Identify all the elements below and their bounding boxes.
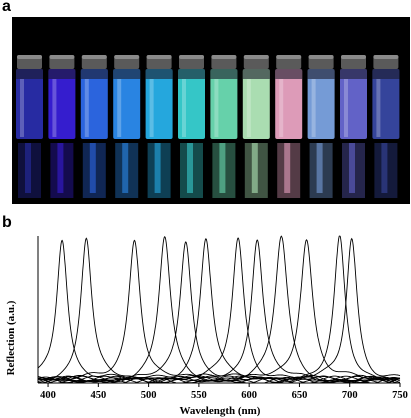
series-line-peak-486 bbox=[37, 239, 401, 384]
vial bbox=[307, 55, 335, 198]
vial bbox=[340, 55, 367, 198]
vial bbox=[48, 55, 76, 198]
vial bbox=[145, 55, 173, 198]
vials-photograph bbox=[12, 17, 410, 204]
x-tick-label: 750 bbox=[392, 390, 408, 401]
vial bbox=[210, 55, 238, 198]
x-tick-label: 650 bbox=[292, 390, 308, 401]
x-tick-label: 500 bbox=[141, 390, 157, 401]
reflection-spectrum-chart: 400 450 500 550 600 650 700 750 Reflection (a.u… bbox=[5, 235, 408, 417]
x-tick-label: 700 bbox=[342, 390, 358, 401]
y-axis-label: Reflection (a.u.) bbox=[5, 300, 17, 375]
series-line-peak-632 bbox=[37, 235, 401, 384]
x-tick-label: 400 bbox=[40, 390, 56, 401]
vial bbox=[275, 55, 303, 198]
panel-b-label: b bbox=[2, 214, 12, 231]
series-line-peak-516 bbox=[37, 235, 401, 384]
vial bbox=[113, 55, 141, 198]
vial bbox=[80, 55, 108, 198]
series-line-peak-438 bbox=[37, 237, 400, 384]
panel-a-label: a bbox=[2, 0, 11, 15]
series-line-peak-557 bbox=[38, 238, 401, 384]
series-line-peak-608 bbox=[37, 239, 400, 384]
vial bbox=[242, 55, 270, 198]
series-line-peak-589 bbox=[37, 237, 400, 384]
x-tick-label: 600 bbox=[241, 390, 257, 401]
series-line-peak-657 bbox=[37, 239, 400, 384]
vial bbox=[372, 55, 400, 198]
vial bbox=[178, 55, 205, 198]
x-tick-label: 550 bbox=[191, 390, 207, 401]
series-line-peak-702 bbox=[38, 237, 401, 384]
series-line-peak-537 bbox=[37, 241, 401, 384]
x-axis-label: Wavelength (nm) bbox=[180, 405, 261, 417]
vial bbox=[16, 55, 43, 198]
x-tick-label: 450 bbox=[90, 390, 106, 401]
series-line-peak-414 bbox=[37, 239, 401, 384]
